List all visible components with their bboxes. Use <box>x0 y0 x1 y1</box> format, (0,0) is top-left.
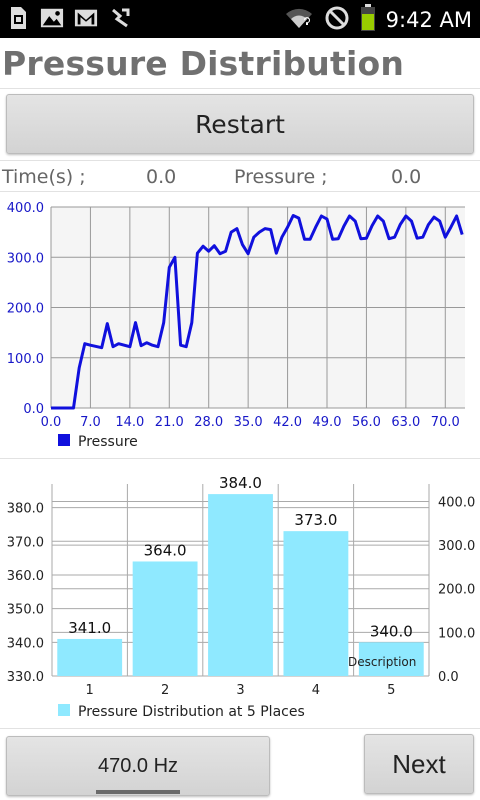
bar-chart-x-tick-label: 3 <box>236 683 244 698</box>
pressure-legend-swatch <box>58 434 70 446</box>
distribution-legend-swatch <box>58 704 70 716</box>
pressure-line-chart: 0.0 100.0 200.0 300.0 400.0 0.0 7.0 14.0 21.0 28… <box>7 201 465 450</box>
line-chart-x-tick-label: 49.0 <box>313 415 342 430</box>
line-chart-x-tick-label: 28.0 <box>194 415 223 430</box>
line-chart-y-tick-label: 100.0 <box>7 352 44 367</box>
usb-debug-icon <box>108 6 132 30</box>
bar-chart-x-tick-label: 2 <box>161 683 169 698</box>
line-chart-x-tick-label: 7.0 <box>80 415 101 430</box>
gmail-icon <box>74 6 98 30</box>
frequency-button-indicator <box>96 790 180 794</box>
restart-button[interactable]: Restart <box>6 94 474 154</box>
bar-chart-left-tick-label: 360.0 <box>7 569 44 584</box>
bar-description-annotation: Description <box>348 655 416 669</box>
bar-chart-right-tick-label: 200.0 <box>438 583 475 598</box>
distribution-bar <box>132 561 198 676</box>
bar-chart-x-tick-label: 4 <box>312 683 320 698</box>
bar-chart-left-tick-label: 370.0 <box>7 535 44 550</box>
do-not-disturb-icon <box>324 5 350 35</box>
pressure-distribution-bar-chart: 330.0 340.0 350.0 360.0 370.0 380.0 0.0 100.0 2… <box>7 474 475 720</box>
status-bar: 9:42 AM <box>0 0 480 38</box>
battery-icon <box>360 4 376 36</box>
bar-chart-left-tick-label: 350.0 <box>7 603 44 618</box>
line-chart-x-tick-label: 56.0 <box>352 415 381 430</box>
distribution-bar-value-label: 384.0 <box>219 474 262 492</box>
pressure-series-line <box>51 214 464 410</box>
distribution-bar-value-label: 373.0 <box>294 511 337 529</box>
distribution-bar <box>208 494 273 676</box>
line-chart-x-tick-label: 0.0 <box>41 415 62 430</box>
time-value: 0.0 <box>146 166 177 188</box>
frequency-button[interactable]: 470.0 Hz <box>6 736 270 796</box>
bar-chart-right-tick-label: 400.0 <box>438 495 475 510</box>
line-chart-x-tick-label: 42.0 <box>273 415 302 430</box>
distribution-bar-value-label: 340.0 <box>370 622 413 640</box>
next-button[interactable]: Next <box>364 734 474 794</box>
distribution-bar-value-label: 341.0 <box>68 619 111 637</box>
distribution-bar <box>358 642 424 676</box>
line-chart-y-tick-label: 300.0 <box>7 251 44 266</box>
bar-chart-x-tick-label: 1 <box>86 683 94 698</box>
pressure-label: Pressure ; <box>234 166 328 188</box>
wifi-icon <box>284 6 314 34</box>
line-chart-x-tick-label: 14.0 <box>115 415 144 430</box>
bar-chart-right-tick-label: 300.0 <box>438 539 475 554</box>
bar-chart-right-tick-label: 0.0 <box>438 670 459 685</box>
bar-chart-right-tick-label: 100.0 <box>438 626 475 641</box>
bar-chart-x-tick-label: 5 <box>387 683 395 698</box>
page-title: Pressure Distribution <box>2 44 405 83</box>
time-label: Time(s) ; <box>2 166 86 188</box>
bar-chart-left-tick-label: 380.0 <box>7 502 44 517</box>
bar-chart-left-tick-label: 340.0 <box>7 636 44 651</box>
clock: 9:42 AM <box>385 8 472 32</box>
distribution-legend-label: Pressure Distribution at 5 Places <box>78 704 305 720</box>
line-chart-x-tick-label: 21.0 <box>155 415 184 430</box>
sim-card-icon <box>6 6 30 30</box>
bar-chart-left-tick-label: 330.0 <box>7 670 44 685</box>
line-chart-x-tick-label: 70.0 <box>431 415 460 430</box>
image-icon <box>40 6 64 30</box>
distribution-bar <box>283 531 349 676</box>
pressure-value: 0.0 <box>391 166 422 188</box>
pressure-legend-label: Pressure <box>78 434 138 450</box>
line-chart-y-tick-label: 0.0 <box>23 402 44 417</box>
line-chart-x-tick-label: 35.0 <box>234 415 263 430</box>
line-chart-x-tick-label: 63.0 <box>391 415 420 430</box>
distribution-bar <box>57 638 123 676</box>
line-chart-y-tick-label: 200.0 <box>7 302 44 317</box>
line-chart-y-tick-label: 400.0 <box>7 201 44 216</box>
distribution-bar-value-label: 364.0 <box>144 541 187 559</box>
